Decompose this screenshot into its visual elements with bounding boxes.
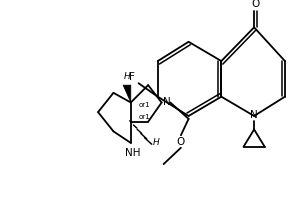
Text: or1: or1: [139, 102, 150, 108]
Text: O: O: [177, 137, 185, 147]
Text: F: F: [129, 72, 135, 82]
Text: H: H: [153, 138, 159, 147]
Text: N: N: [163, 97, 170, 106]
Polygon shape: [123, 85, 131, 103]
Text: or1: or1: [139, 114, 150, 120]
Text: H: H: [124, 72, 130, 81]
Text: NH: NH: [125, 148, 140, 158]
Text: N: N: [250, 110, 258, 120]
Text: O: O: [251, 0, 259, 9]
